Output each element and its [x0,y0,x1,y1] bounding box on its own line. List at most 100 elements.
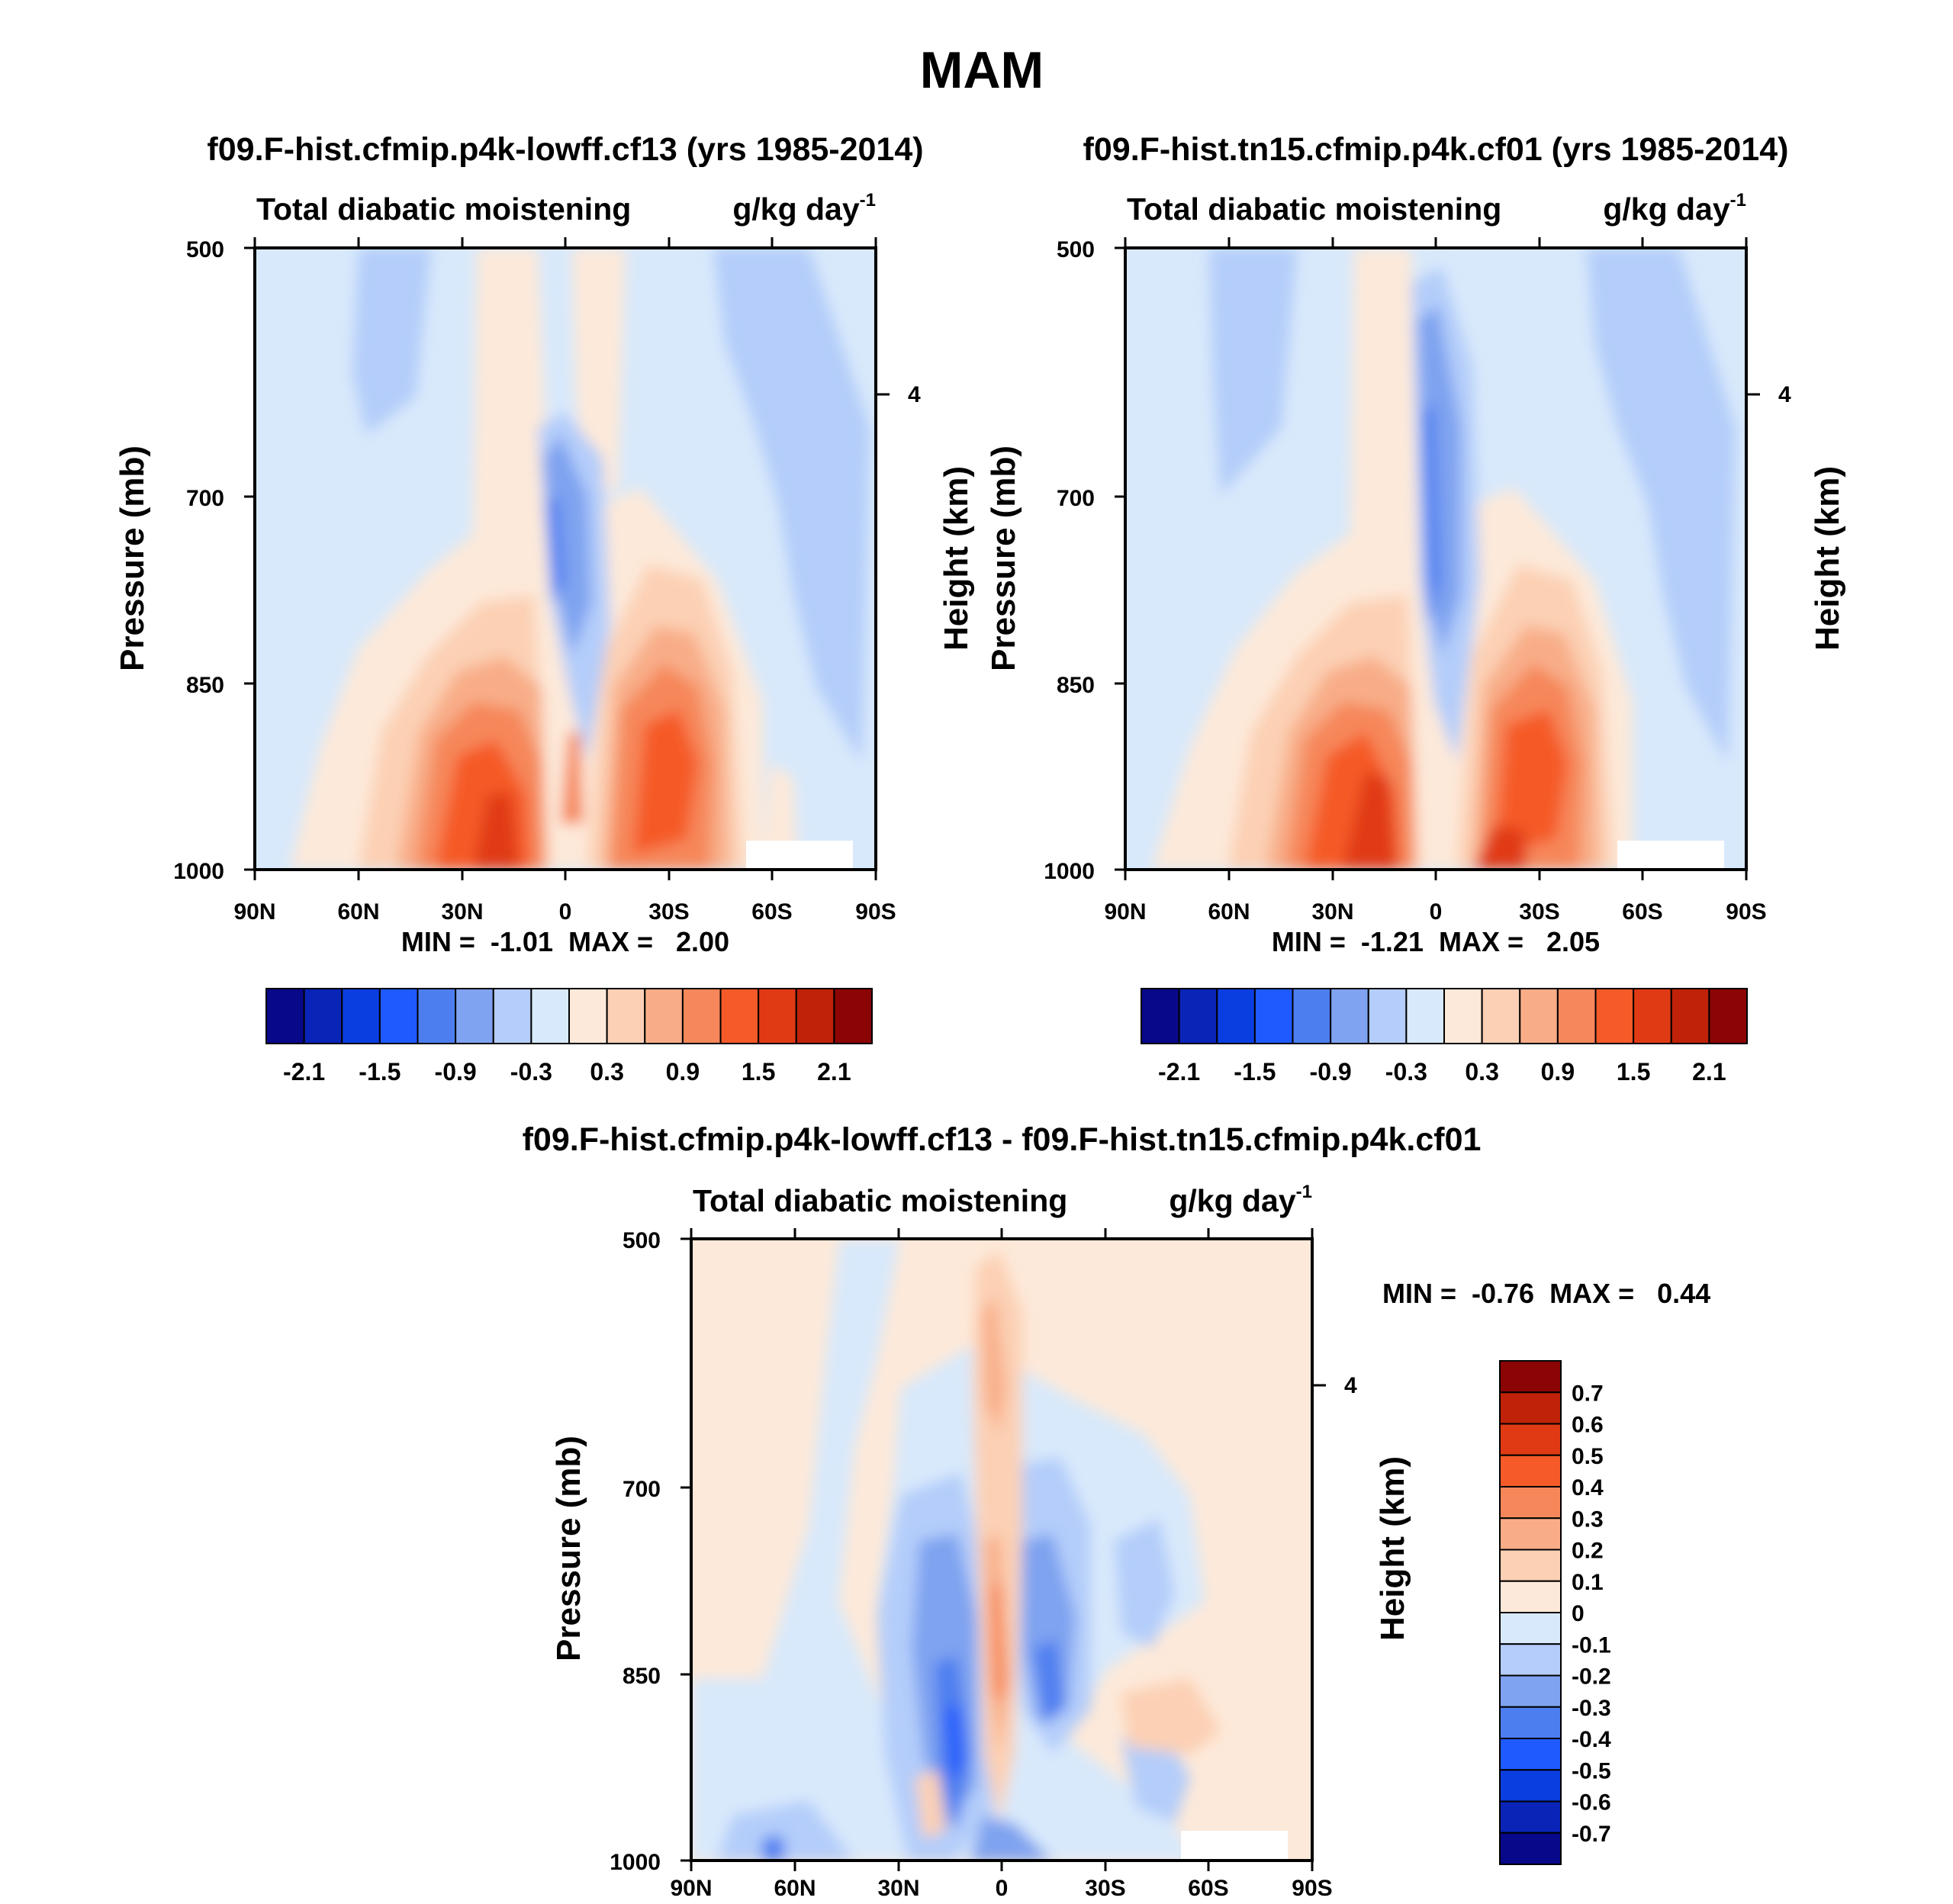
colorbar-3-label: -0.1 [1572,1632,1611,1658]
panel-2-xtick-30s: 30S [1519,899,1559,925]
colorbar-1-swatch [265,988,305,1044]
panel-1-contour-field [255,248,876,870]
colorbar-1-swatch [795,988,835,1044]
colorbar-2-swatch [1443,988,1483,1044]
colorbar-2-label: -0.9 [1310,1058,1352,1085]
colorbar-3-swatch [1499,1360,1562,1394]
colorbar-3-label: 0.7 [1572,1381,1604,1406]
colorbar-2-swatch [1556,988,1597,1044]
panel-1-xtick-60s: 60S [751,899,792,925]
panel-2-y-label: Pressure (mb) [985,445,1022,671]
colorbar-3-swatch [1499,1769,1562,1803]
panel-1-xtick-30n: 30N [441,899,483,925]
colorbar-3-label: -0.6 [1572,1790,1611,1816]
colorbar-1-swatch [303,988,343,1044]
panel-3-ytick-500: 500 [623,1228,661,1253]
colorbar-2-swatch [1670,988,1710,1044]
colorbar-2-label: 2.1 [1692,1058,1726,1085]
colorbar-2-label: 0.3 [1465,1058,1498,1085]
colorbar-3-label: -0.5 [1572,1758,1611,1783]
panel-3-units: g/kg day-1 [1169,1182,1312,1218]
panel-2-xtick-60n: 60N [1208,899,1250,925]
panel-2-axes: 500 700 850 1000 4 90N 60N 30N 0 30S 60S… [985,237,1846,925]
panel-2-contour-field [1125,248,1746,870]
colorbar-2-swatch [1178,988,1218,1044]
panel-3-ytick-700: 700 [623,1477,661,1502]
colorbar-3-label: 0.6 [1572,1413,1604,1438]
panel-3-right-tick-4: 4 [1344,1373,1357,1398]
colorbar-1-label: -0.9 [435,1058,477,1085]
colorbar-2-swatch [1708,988,1748,1044]
panel-3-xtick-90s: 90S [1292,1876,1332,1901]
colorbar-3-swatch [1499,1738,1562,1771]
panel-2-ytick-850: 850 [1057,673,1095,698]
panel-1: f09.F-hist.cfmip.p4k-lowff.cf13 (yrs 198… [114,131,975,1085]
panel-3-axes: 500 700 850 1000 4 90N 60N 30N 0 30S 60S… [550,1228,1411,1901]
colorbar-1-label: 2.1 [817,1058,851,1085]
panel-3-xtick-0: 0 [996,1876,1009,1901]
colorbar-2-swatch [1633,988,1672,1044]
panel-2-xtick-90s: 90S [1726,899,1766,925]
colorbar-1-swatch [606,988,646,1044]
panel-3-colorbar: 0.7 0.6 0.5 0.4 0.3 0.2 0.1 0 -0.1 -0.2 -0.3 -0.4 -0… [1499,1360,1611,1865]
colorbar-1-swatch [455,988,494,1044]
panel-2-ytick-500: 500 [1057,237,1095,262]
colorbar-1-swatch [758,988,797,1044]
panel-2-units: g/kg day-1 [1603,190,1746,227]
colorbar-3-label: 0.5 [1572,1444,1604,1469]
panel-1-units: g/kg day-1 [732,190,876,227]
panel-2-min-max: MIN = -1.21 MAX = 2.05 [1272,926,1600,957]
panel-1-variable-label: Total diabatic moistening [256,191,631,227]
panel-3-xtick-30s: 30S [1085,1876,1125,1901]
panel-1-ytick-500: 500 [186,237,224,262]
colorbar-1-swatch [719,988,760,1044]
figure-title: MAM [920,41,1044,99]
panel-3-ytick-850: 850 [623,1664,661,1689]
panel-2-ytick-700: 700 [1057,486,1095,511]
panel-2-right-label: Height (km) [1809,466,1846,651]
panel-1-right-label: Height (km) [938,466,975,651]
colorbar-3-swatch [1499,1674,1562,1708]
panel-3-xtick-30n: 30N [877,1876,919,1901]
panel-3-ytick-1000: 1000 [610,1850,661,1875]
panel-3-contour-field [691,1239,1312,1861]
colorbar-3-label: -0.2 [1572,1664,1611,1690]
panel-1-xtick-30s: 30S [648,899,689,925]
colorbar-1-swatch [417,988,457,1044]
panel-2-xtick-60s: 60S [1622,899,1662,925]
colorbar-1-label: 0.9 [666,1058,700,1085]
colorbar-3-swatch [1499,1549,1562,1582]
panel-2-xtick-0: 0 [1430,899,1443,925]
colorbar-2-label: -2.1 [1158,1058,1200,1085]
panel-1-ytick-1000: 1000 [173,859,224,884]
colorbar-3-label: 0.1 [1572,1570,1604,1595]
colorbar-3-label: 0.2 [1572,1539,1604,1564]
colorbar-2-swatch [1330,988,1369,1044]
colorbar-3-label: -0.7 [1572,1822,1611,1847]
panel-2-colorbar: -2.1 -1.5 -0.9 -0.3 0.3 0.9 1.5 2.1 [1141,988,1748,1085]
colorbar-1-swatch [530,988,570,1044]
colorbar-1-swatch [568,988,608,1044]
colorbar-3-swatch [1499,1486,1562,1520]
colorbar-3-label: 0.3 [1572,1507,1604,1532]
panel-3-min-max: MIN = -0.76 MAX = 0.44 [1382,1278,1710,1309]
colorbar-2-swatch [1594,988,1635,1044]
colorbar-2-swatch [1292,988,1332,1044]
panel-2-right-tick-4: 4 [1778,382,1791,407]
colorbar-3-label: -0.3 [1572,1696,1611,1721]
colorbar-3-swatch [1499,1706,1562,1739]
colorbar-3-swatch [1499,1391,1562,1425]
panel-1-colorbar: -2.1 -1.5 -0.9 -0.3 0.3 0.9 1.5 2.1 [265,988,873,1085]
colorbar-2-swatch [1367,988,1408,1044]
colorbar-1-swatch [378,988,419,1044]
panel-3: f09.F-hist.cfmip.p4k-lowff.cf13 - f09.F-… [523,1121,1711,1901]
panel-2: f09.F-hist.tn15.cfmip.p4k.cf01 (yrs 1985… [985,131,1846,1085]
colorbar-2-label: -1.5 [1234,1058,1276,1085]
colorbar-2-swatch [1216,988,1256,1044]
colorbar-3-swatch [1499,1832,1562,1865]
panel-1-xtick-90n: 90N [233,899,275,925]
colorbar-3-swatch [1499,1800,1562,1834]
panel-1-axes: 500 700 850 1000 4 90N 60N 30N 0 30S 60S… [114,237,975,925]
colorbar-2-swatch [1519,988,1559,1044]
